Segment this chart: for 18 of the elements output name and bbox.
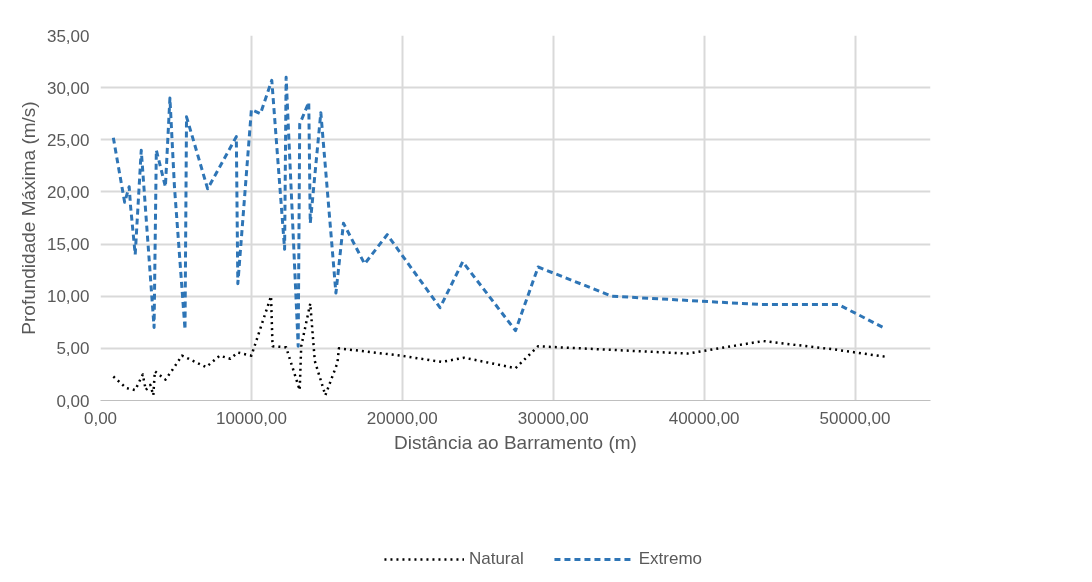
y-tick-label: 35,00 <box>46 26 90 46</box>
x-tick-label: 10000,00 <box>215 408 287 428</box>
x-tick-label: 20000,00 <box>366 408 438 428</box>
x-tick-label: 30000,00 <box>517 408 589 428</box>
y-tick-label: 30,00 <box>46 78 90 98</box>
x-tick-label: 50000,00 <box>819 408 891 428</box>
y-tick-label: 15,00 <box>46 235 90 255</box>
y-tick-label: 20,00 <box>46 182 90 202</box>
x-tick-label: 40000,00 <box>668 408 740 428</box>
y-axis-title: Profundidade Máxima (m/s) <box>17 101 39 335</box>
x-tick-label: 0,00 <box>83 408 118 428</box>
y-tick-label: 0,00 <box>56 391 90 411</box>
legend-label: Natural <box>468 548 524 569</box>
legend-label: Extremo <box>638 548 703 569</box>
y-tick-label: 25,00 <box>46 130 90 150</box>
x-axis-title: Distância ao Barramento (m) <box>394 431 637 453</box>
y-tick-label: 5,00 <box>56 339 90 359</box>
y-tick-label: 10,00 <box>46 287 90 307</box>
